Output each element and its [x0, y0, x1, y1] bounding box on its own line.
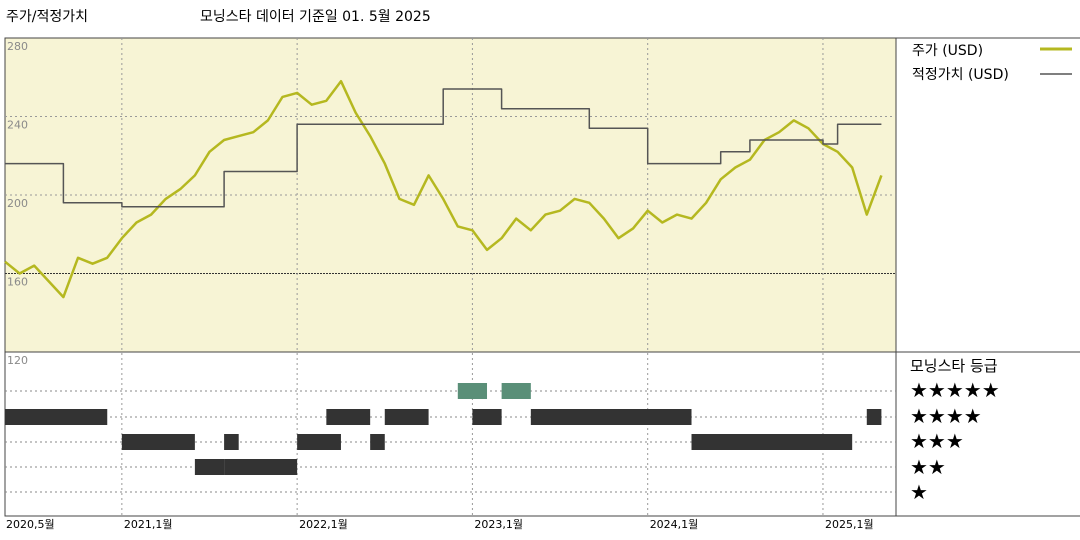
legend-swatches: [1040, 47, 1072, 75]
stars-3: ★★★: [910, 429, 964, 453]
data-date-subtitle: 모닝스타 데이터 기준일 01. 5월 2025: [200, 9, 431, 25]
rating-title: 모닝스타 등급: [910, 357, 998, 375]
rating-bar-4-star: [5, 409, 108, 425]
gridlines: [5, 38, 896, 516]
rating-bar-3-star: [370, 434, 385, 450]
x-tick-label: 2024,1월: [650, 518, 699, 531]
price-series-line: [4, 79, 883, 299]
y-tick-label: 280: [7, 40, 28, 53]
star-rating-bars: [5, 383, 882, 475]
rating-bar-2-star: [194, 459, 225, 475]
rating-bar-4-star: [472, 409, 502, 425]
y-tick-label: 160: [7, 276, 28, 289]
section-title: 주가/적정가치: [6, 9, 88, 25]
x-tick-label: 2025,1월: [825, 518, 874, 531]
rating-bar-3-star: [224, 434, 239, 450]
stars-4: ★★★★: [910, 404, 982, 428]
x-tick-label: 2021,1월: [124, 518, 173, 531]
series-lines: [4, 79, 883, 299]
y-tick-label: 200: [7, 197, 28, 210]
fair-value-series-line: [5, 88, 882, 208]
rating-bar-4-star: [326, 409, 371, 425]
legend-fair-value-label: 적정가치 (USD): [912, 67, 1009, 83]
x-tick-label: 2020,5월: [6, 518, 55, 531]
stars-2: ★★: [910, 455, 946, 479]
rating-bar-4-star: [530, 409, 692, 425]
y-tick-label: 240: [7, 119, 28, 132]
rating-bar-3-star: [121, 434, 195, 450]
rating-bar-5-star: [457, 383, 488, 399]
rating-bar-2-star: [224, 459, 298, 475]
rating-bar-5-star: [501, 383, 531, 399]
x-tick-label: 2022,1월: [299, 518, 348, 531]
stars-5: ★★★★★: [910, 378, 1000, 402]
rating-bar-3-star: [297, 434, 341, 450]
rating-bar-4-star: [866, 409, 882, 425]
x-tick-label: 2023,1월: [474, 518, 523, 531]
rating-bar-3-star: [691, 434, 853, 450]
tick-labels: 120 160 200 240 280 2020,5월 2021,1월 2022,1월 2023…: [6, 40, 874, 531]
rating-bar-4-star: [384, 409, 429, 425]
y-tick-label: 120: [7, 354, 28, 367]
legend-price-label: 주가 (USD): [912, 43, 984, 59]
stars-1: ★: [910, 480, 928, 504]
